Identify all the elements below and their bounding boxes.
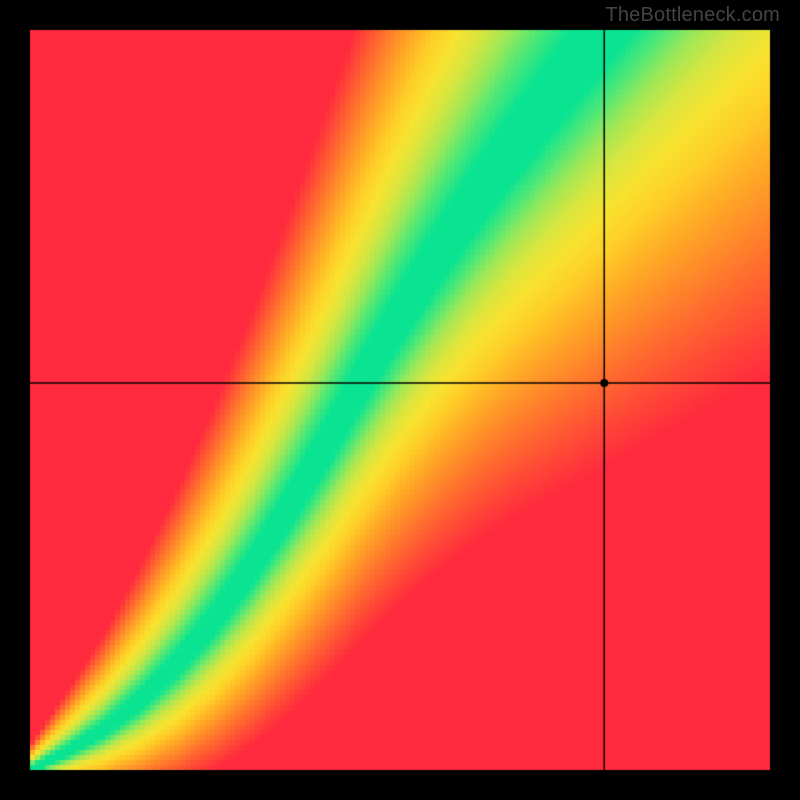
figure-container: TheBottleneck.com	[0, 0, 800, 800]
bottleneck-heatmap	[0, 0, 800, 800]
watermark-label: TheBottleneck.com	[605, 4, 780, 27]
